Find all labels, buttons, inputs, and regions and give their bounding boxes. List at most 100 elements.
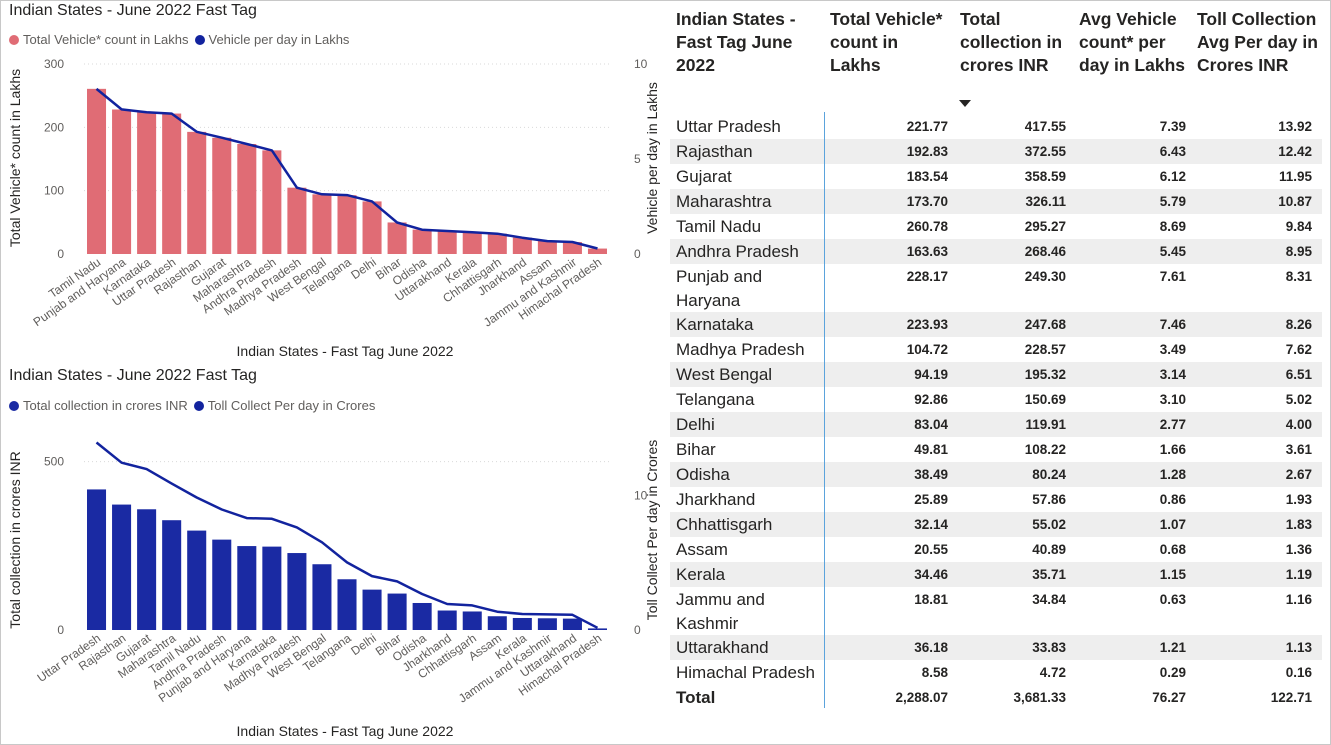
- table-row[interactable]: Karnataka 223.93 247.68 7.46 8.26: [670, 312, 1322, 337]
- table-row[interactable]: West Bengal 94.19 195.32 3.14 6.51: [670, 362, 1322, 387]
- category-label: Delhi: [348, 255, 378, 282]
- fasttag-table[interactable]: Indian States - Fast Tag June 2022 Total…: [670, 4, 1325, 710]
- cell-state: Chhattisgarh: [676, 515, 773, 534]
- legend-item-toll-per-day[interactable]: Toll Collect Per day in Crores: [193, 398, 375, 413]
- legend-item-vehicle-per-day[interactable]: Vehicle per day in Lakhs: [194, 32, 349, 47]
- table-row[interactable]: Gujarat 183.54 358.59 6.12 11.95: [670, 164, 1322, 189]
- sort-descending-icon[interactable]: [959, 100, 971, 108]
- x-axis-title: Indian States - Fast Tag June 2022: [237, 723, 454, 739]
- cell-total-vehicle: 34.46: [914, 567, 948, 582]
- cell-toll-avg: 8.26: [1285, 317, 1312, 332]
- y2-tick-label: 0: [634, 623, 641, 637]
- cell-state: Jammu and Kashmir: [676, 590, 765, 633]
- chart-vehicle-count[interactable]: Indian States - June 2022 Fast Tag Total…: [0, 0, 665, 362]
- table-row[interactable]: Uttarakhand 36.18 33.83 1.21 1.13: [670, 635, 1322, 660]
- table-row[interactable]: Kerala 34.46 35.71 1.15 1.19: [670, 562, 1322, 587]
- table-row[interactable]: Chhattisgarh 32.14 55.02 1.07 1.83: [670, 512, 1322, 537]
- cell-total-vehicle: 223.93: [906, 317, 948, 332]
- cell-avg-vehicle: 7.46: [1159, 317, 1186, 332]
- table-row[interactable]: Tamil Nadu 260.78 295.27 8.69 9.84: [670, 214, 1322, 239]
- cell-total-collection: 295.27: [1024, 219, 1066, 234]
- table-row[interactable]: Uttar Pradesh 221.77 417.55 7.39 13.92: [670, 114, 1322, 139]
- table-row[interactable]: Jharkhand 25.89 57.86 0.86 1.93: [670, 487, 1322, 512]
- table-row[interactable]: Punjab and Haryana 228.17 249.30 7.61 8.31: [670, 264, 1322, 312]
- cell-state: Bihar: [676, 440, 716, 459]
- y-axis-title: Total collection in crores INR: [7, 451, 23, 628]
- table-row[interactable]: Bihar 49.81 108.22 1.66 3.61: [670, 437, 1322, 462]
- chart2-legend[interactable]: Total collection in crores INR Toll Coll…: [9, 398, 381, 413]
- table-row[interactable]: Delhi 83.04 119.91 2.77 4.00: [670, 412, 1322, 437]
- table-row[interactable]: Himachal Pradesh 8.58 4.72 0.29 0.16: [670, 660, 1322, 685]
- cell-avg-vehicle: 7.39: [1159, 119, 1186, 134]
- cell-state: Uttarakhand: [676, 638, 769, 657]
- bar: [587, 628, 607, 630]
- cell-avg-vehicle: 2.77: [1159, 417, 1186, 432]
- bar: [437, 610, 457, 630]
- cell-avg-vehicle: 1.21: [1159, 640, 1186, 655]
- table-row[interactable]: Andhra Pradesh 163.63 268.46 5.45 8.95: [670, 239, 1322, 264]
- col-header-total-collection[interactable]: Total collection in crores INR: [960, 9, 1063, 75]
- table-row[interactable]: Madhya Pradesh 104.72 228.57 3.49 7.62: [670, 337, 1322, 362]
- table-row[interactable]: Jammu and Kashmir 18.81 34.84 0.63 1.16: [670, 587, 1322, 635]
- cell-toll-avg: 1.83: [1285, 517, 1312, 532]
- cell-toll-avg: 13.92: [1278, 119, 1312, 134]
- legend-label: Total Vehicle* count in Lakhs: [23, 32, 189, 47]
- cell-avg-vehicle: 8.69: [1159, 219, 1186, 234]
- cell-avg-vehicle: 5.45: [1159, 244, 1186, 259]
- cell-toll-avg: 9.84: [1285, 219, 1312, 234]
- cell-state: Himachal Pradesh: [676, 663, 815, 682]
- bar: [112, 504, 132, 630]
- table-row[interactable]: Telangana 92.86 150.69 3.10 5.02: [670, 387, 1322, 412]
- cell-state: Uttar Pradesh: [676, 117, 781, 136]
- cell-state: Delhi: [676, 415, 715, 434]
- cell-state: Karnataka: [676, 315, 754, 334]
- legend-item-total-collection[interactable]: Total collection in crores INR: [9, 398, 188, 413]
- cell-avg-vehicle: 6.43: [1159, 144, 1186, 159]
- cell-state: Madhya Pradesh: [676, 340, 805, 359]
- col-header-avg-vehicle[interactable]: Avg Vehicle count* per day in Lakhs: [1079, 9, 1186, 75]
- bar: [562, 618, 582, 630]
- bar: [237, 143, 257, 254]
- cell-state: Punjab and Haryana: [676, 267, 763, 310]
- cell-total-collection: 55.02: [1032, 517, 1066, 532]
- cell-total-collection: 228.57: [1024, 342, 1066, 357]
- bar: [262, 546, 282, 630]
- col-header-state[interactable]: Indian States - Fast Tag June 2022: [676, 9, 796, 75]
- chart1-legend[interactable]: Total Vehicle* count in Lakhs Vehicle pe…: [9, 32, 355, 47]
- cell-total-vehicle: 173.70: [906, 194, 948, 209]
- cell-avg-vehicle: 1.66: [1159, 442, 1186, 457]
- cell-total-vehicle: 260.78: [906, 219, 948, 234]
- cell-state: Telangana: [676, 390, 755, 409]
- cell-avg-vehicle: 5.79: [1159, 194, 1186, 209]
- bar: [87, 489, 107, 630]
- table-row[interactable]: Rajasthan 192.83 372.55 6.43 12.42: [670, 139, 1322, 164]
- chart-toll-collection[interactable]: Indian States - June 2022 Fast Tag Total…: [0, 362, 665, 742]
- cell-state: Gujarat: [676, 167, 732, 186]
- cell-total-collection: 247.68: [1024, 317, 1066, 332]
- col-header-total-vehicle[interactable]: Total Vehicle* count in Lakhs: [830, 9, 943, 75]
- cell-avg-vehicle: 3.14: [1159, 367, 1186, 382]
- cell-avg-vehicle: 1.15: [1159, 567, 1186, 582]
- cell-state: Odisha: [676, 465, 730, 484]
- table-row[interactable]: Assam 20.55 40.89 0.68 1.36: [670, 537, 1322, 562]
- col-header-toll-avg[interactable]: Toll Collection Avg Per day in Crores IN…: [1197, 9, 1318, 75]
- cell-toll-avg: 8.95: [1285, 244, 1312, 259]
- table-row[interactable]: Odisha 38.49 80.24 1.28 2.67: [670, 462, 1322, 487]
- cell-avg-vehicle: 1.07: [1159, 517, 1186, 532]
- bar: [187, 131, 207, 254]
- cell-total-collection: 40.89: [1032, 542, 1066, 557]
- cell-total-vehicle: 49.81: [914, 442, 948, 457]
- bar: [487, 233, 507, 254]
- table-row[interactable]: Maharashtra 173.70 326.11 5.79 10.87: [670, 189, 1322, 214]
- cell-total-collection: 35.71: [1032, 567, 1066, 582]
- bar: [387, 593, 407, 630]
- bar: [262, 150, 282, 254]
- cell-total-vehicle: 20.55: [914, 542, 948, 557]
- category-label: Delhi: [348, 631, 378, 658]
- legend-item-total-vehicle[interactable]: Total Vehicle* count in Lakhs: [9, 32, 189, 47]
- cell-total-collection: 326.11: [1025, 194, 1066, 209]
- table-total-row[interactable]: Total 2,288.07 3,681.33 76.27 122.71: [670, 685, 1322, 711]
- cell-total-vehicle: 183.54: [906, 169, 948, 184]
